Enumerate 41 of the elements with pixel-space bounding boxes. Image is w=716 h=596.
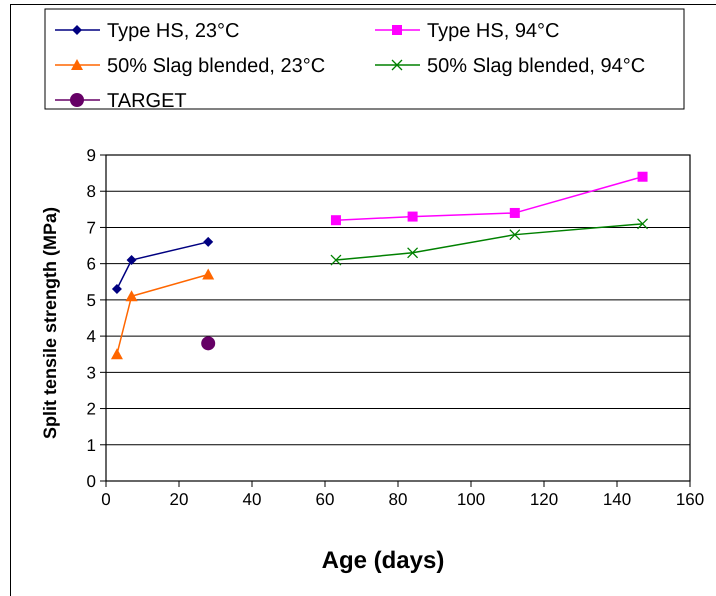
legend-label: 50% Slag blended, 23°C bbox=[107, 55, 326, 77]
y-tick-label: 6 bbox=[86, 254, 96, 274]
y-axis-title: Split tensile strength (MPa) bbox=[40, 206, 60, 440]
legend-label: 50% Slag blended, 94°C bbox=[427, 55, 646, 77]
legend-label: TARGET bbox=[107, 90, 187, 112]
x-tick-label: 60 bbox=[316, 490, 334, 509]
point bbox=[203, 236, 214, 247]
x-tick-label: 120 bbox=[530, 490, 558, 509]
y-tick-label: 9 bbox=[86, 146, 96, 165]
y-tick-label: 0 bbox=[86, 472, 96, 491]
y-tick-label: 7 bbox=[86, 218, 96, 238]
y-tick-label: 5 bbox=[86, 290, 96, 310]
point bbox=[509, 229, 520, 240]
point bbox=[330, 215, 341, 226]
legend-label: Type HS, 94°C bbox=[427, 20, 560, 42]
x-tick-label: 0 bbox=[101, 490, 111, 509]
point bbox=[201, 336, 216, 350]
y-tick-label: 1 bbox=[86, 436, 96, 455]
point bbox=[112, 284, 122, 294]
x-tick-label: 160 bbox=[676, 490, 704, 509]
point bbox=[110, 348, 123, 360]
point bbox=[638, 172, 648, 182]
point bbox=[126, 255, 137, 266]
x-axis-title: Age (days) bbox=[322, 547, 444, 574]
y-tick-label: 4 bbox=[86, 327, 96, 346]
point bbox=[406, 247, 418, 258]
point bbox=[510, 208, 520, 218]
point bbox=[636, 218, 648, 230]
point bbox=[330, 254, 342, 266]
point bbox=[408, 212, 418, 222]
x-tick-label: 100 bbox=[456, 490, 486, 509]
x-tick-label: 80 bbox=[388, 490, 408, 509]
y-tick-label: 8 bbox=[86, 182, 96, 202]
point bbox=[202, 268, 214, 280]
y-tick-label: 3 bbox=[86, 363, 96, 382]
x-tick-label: 140 bbox=[602, 490, 632, 509]
x-tick-label: 20 bbox=[170, 490, 188, 509]
legend-label: Type HS, 23°C bbox=[107, 20, 240, 42]
y-tick-label: 2 bbox=[86, 400, 96, 419]
x-tick-label: 40 bbox=[242, 490, 262, 509]
point bbox=[126, 290, 138, 302]
